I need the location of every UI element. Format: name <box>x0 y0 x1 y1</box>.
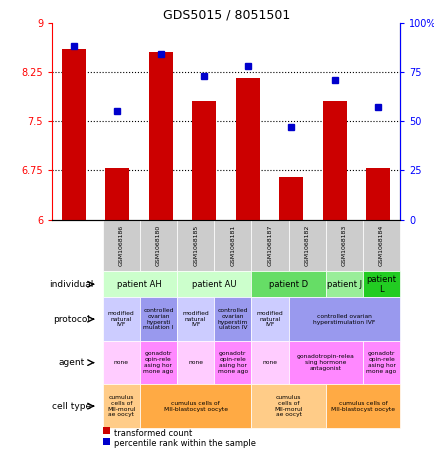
Text: gonadotr
opin-rele
asing hor
mone ago: gonadotr opin-rele asing hor mone ago <box>365 352 396 374</box>
Bar <box>149 52 173 220</box>
Text: GSM1068184: GSM1068184 <box>378 225 383 266</box>
Text: GSM1068180: GSM1068180 <box>156 225 161 266</box>
Bar <box>288 341 362 385</box>
Text: patient J: patient J <box>326 280 361 289</box>
Bar <box>214 298 251 341</box>
Text: gonadotr
opin-rele
asing hor
mone ago: gonadotr opin-rele asing hor mone ago <box>143 352 173 374</box>
Bar <box>325 220 362 271</box>
Bar <box>236 78 260 220</box>
Text: protocol: protocol <box>53 315 90 323</box>
Bar <box>362 220 399 271</box>
Text: cumulus cells of
MII-blastocyst oocyte: cumulus cells of MII-blastocyst oocyte <box>163 401 227 411</box>
Bar <box>102 428 110 434</box>
Bar <box>139 385 251 428</box>
Bar <box>365 169 390 220</box>
Text: gonadotr
opin-rele
asing hor
mone ago: gonadotr opin-rele asing hor mone ago <box>217 352 247 374</box>
Bar <box>102 298 139 341</box>
Bar <box>139 298 177 341</box>
Text: cumulus cells of
MII-blastocyst oocyte: cumulus cells of MII-blastocyst oocyte <box>330 401 394 411</box>
Bar <box>214 220 251 271</box>
Text: modified
natural
IVF: modified natural IVF <box>108 311 134 328</box>
Text: none: none <box>188 360 203 365</box>
Bar <box>102 220 139 271</box>
Bar <box>251 298 288 341</box>
Bar <box>139 220 177 271</box>
Bar <box>177 271 251 298</box>
Text: cell type: cell type <box>52 402 91 410</box>
Text: cumulus
cells of
MII-morul
ae oocyt: cumulus cells of MII-morul ae oocyt <box>107 395 135 417</box>
Bar <box>322 101 346 220</box>
Text: modified
natural
IVF: modified natural IVF <box>256 311 283 328</box>
Bar <box>288 220 325 271</box>
Text: GSM1068183: GSM1068183 <box>341 225 346 266</box>
Bar <box>102 385 139 428</box>
Bar <box>251 220 288 271</box>
Text: modified
natural
IVF: modified natural IVF <box>182 311 208 328</box>
Bar <box>251 271 325 298</box>
Text: patient AU: patient AU <box>191 280 236 289</box>
Bar <box>325 271 362 298</box>
Bar <box>214 341 251 385</box>
Text: none: none <box>262 360 277 365</box>
Text: patient AH: patient AH <box>117 280 162 289</box>
Text: individual: individual <box>49 280 93 289</box>
Bar <box>102 271 177 298</box>
Bar <box>251 385 325 428</box>
Text: controlled ovarian
hyperstimulation IVF: controlled ovarian hyperstimulation IVF <box>312 314 375 324</box>
Bar <box>102 341 139 385</box>
Text: GSM1068187: GSM1068187 <box>267 225 272 266</box>
Bar <box>279 177 303 220</box>
Text: none: none <box>114 360 128 365</box>
Bar <box>62 49 86 220</box>
Bar <box>139 341 177 385</box>
Text: GSM1068181: GSM1068181 <box>230 225 235 266</box>
Bar <box>177 220 214 271</box>
Bar <box>192 101 216 220</box>
Text: patient
L: patient L <box>366 275 396 294</box>
Text: transformed count: transformed count <box>114 429 192 438</box>
Text: GSM1068182: GSM1068182 <box>304 225 309 266</box>
Text: controlled
ovarian
hypersti
mulation I: controlled ovarian hypersti mulation I <box>143 308 173 330</box>
Bar <box>362 341 399 385</box>
Bar <box>105 169 129 220</box>
Text: gonadotropin-relea
sing hormone
antagonist: gonadotropin-relea sing hormone antagoni… <box>296 354 354 371</box>
Title: GDS5015 / 8051501: GDS5015 / 8051501 <box>162 9 289 21</box>
Bar <box>325 385 399 428</box>
Text: controlled
ovarian
hyperstim
ulation IV: controlled ovarian hyperstim ulation IV <box>217 308 247 330</box>
Bar <box>251 341 288 385</box>
Bar <box>177 298 214 341</box>
Text: GSM1068186: GSM1068186 <box>118 225 123 266</box>
Text: agent: agent <box>58 358 84 367</box>
Bar <box>362 271 399 298</box>
Text: patient D: patient D <box>269 280 307 289</box>
Bar <box>288 298 399 341</box>
Text: cumulus
cells of
MII-morul
ae oocyt: cumulus cells of MII-morul ae oocyt <box>274 395 302 417</box>
Bar <box>177 341 214 385</box>
Bar <box>102 439 110 445</box>
Text: GSM1068185: GSM1068185 <box>193 225 197 266</box>
Text: percentile rank within the sample: percentile rank within the sample <box>114 439 256 448</box>
